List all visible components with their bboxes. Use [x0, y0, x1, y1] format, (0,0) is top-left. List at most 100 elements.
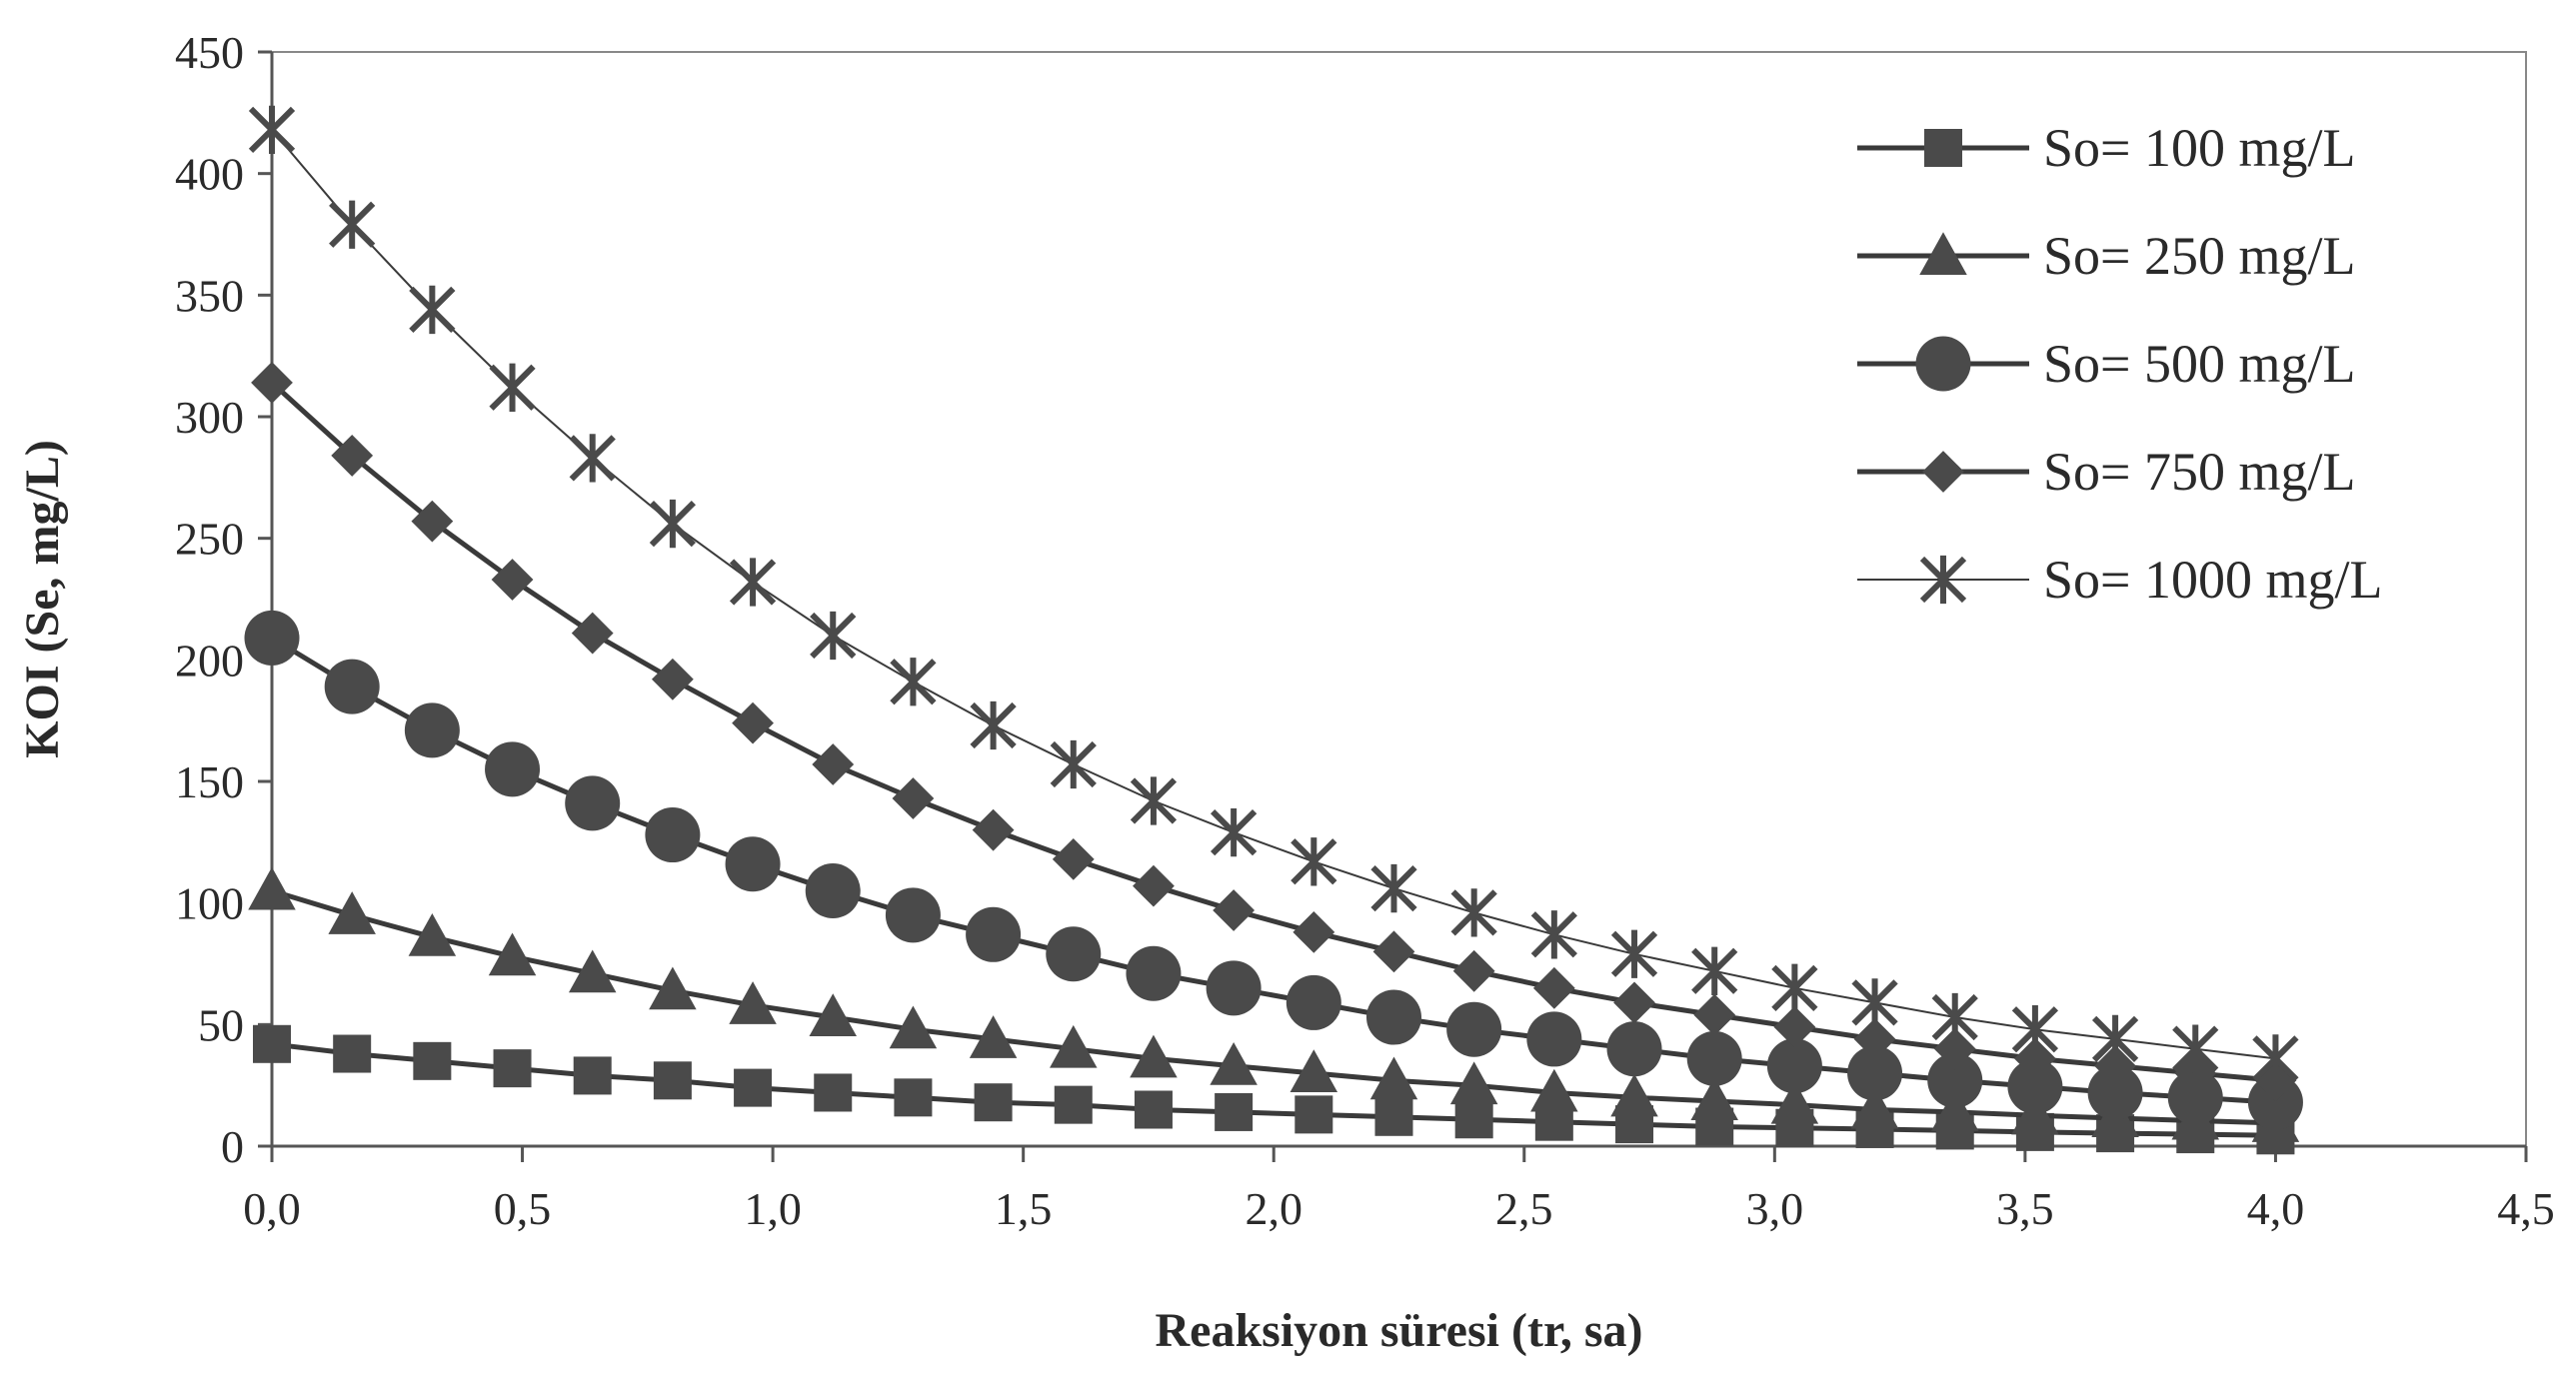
legend: So= 100 mg/L So= 250 mg/L So= 500 mg/L So= … — [1857, 118, 2382, 610]
data-point — [1606, 1021, 1662, 1077]
data-point — [1690, 1077, 1738, 1120]
data-point — [1289, 1049, 1338, 1092]
x-tick-label: 3,0 — [1746, 1183, 1804, 1234]
y-axis: 0 50 100 150 200 250 300 350 400 450 — [175, 27, 274, 1172]
data-point — [1374, 1097, 1413, 1136]
data-point — [1130, 776, 1178, 825]
data-point — [812, 743, 855, 785]
series-triangle — [248, 866, 2300, 1142]
data-point — [1449, 1061, 1498, 1105]
data-point — [1693, 993, 1736, 1036]
data-point — [491, 559, 534, 601]
data-point — [1290, 837, 1337, 886]
data-point — [1215, 1092, 1254, 1131]
x-tick-label: 0,5 — [494, 1183, 552, 1234]
data-point — [653, 1061, 692, 1100]
y-tick-label: 400 — [175, 149, 244, 200]
legend-item: So= 250 mg/L — [1857, 226, 2355, 286]
data-point — [890, 658, 937, 706]
data-point — [409, 285, 456, 335]
legend-marker — [1919, 555, 1967, 605]
data-point — [489, 363, 536, 412]
data-point — [573, 1056, 612, 1095]
legend-label: So= 500 mg/L — [2043, 334, 2355, 394]
data-point — [1126, 945, 1182, 1001]
data-point — [732, 701, 774, 744]
legend-item: So= 750 mg/L — [1857, 442, 2355, 502]
x-tick-label: 4,5 — [2497, 1183, 2555, 1234]
data-point — [1050, 1024, 1098, 1068]
data-point — [1927, 1052, 1983, 1108]
y-tick-label: 350 — [175, 270, 244, 321]
data-point — [892, 777, 935, 819]
x-tick-label: 4,0 — [2247, 1183, 2305, 1234]
x-tick-label: 1,0 — [744, 1183, 802, 1234]
legend-marker — [1922, 451, 1964, 493]
data-point — [1530, 1068, 1578, 1112]
data-point — [1454, 1100, 1493, 1139]
data-point — [1851, 978, 1898, 1027]
data-point — [1134, 1090, 1173, 1129]
data-point — [404, 702, 460, 758]
data-point — [328, 891, 376, 934]
data-point — [1052, 837, 1095, 880]
y-tick-label: 250 — [175, 514, 244, 565]
data-point — [1766, 1038, 1822, 1094]
data-point — [324, 659, 380, 714]
data-point — [329, 200, 376, 249]
data-point — [1046, 926, 1102, 982]
data-point — [568, 949, 617, 993]
x-tick-label: 3,5 — [1996, 1183, 2054, 1234]
legend-item: So= 1000 mg/L — [1857, 550, 2382, 610]
data-point — [2091, 1014, 2139, 1064]
data-point — [1686, 1030, 1742, 1086]
data-point — [805, 863, 861, 918]
data-point — [1613, 981, 1655, 1024]
data-point — [1847, 1045, 1903, 1101]
data-point — [969, 1015, 1018, 1058]
data-point — [651, 658, 694, 700]
y-tick-label: 50 — [198, 999, 244, 1050]
data-point — [2167, 1069, 2223, 1125]
data-point — [1294, 1095, 1333, 1134]
data-point — [411, 500, 454, 543]
data-point — [894, 1078, 933, 1117]
data-point — [1133, 864, 1175, 907]
data-point — [2011, 1005, 2059, 1054]
series-line — [270, 381, 2276, 1083]
data-point — [569, 434, 616, 483]
data-point — [1054, 1085, 1093, 1124]
data-point — [1850, 1085, 1899, 1129]
data-point — [408, 912, 457, 956]
legend-label: So= 100 mg/L — [2043, 118, 2355, 178]
data-point — [734, 1068, 773, 1107]
data-point — [809, 993, 857, 1037]
legend-marker — [1915, 336, 1971, 392]
data-point — [1370, 863, 1417, 913]
y-axis-title: KOI (Se, mg/L) — [16, 440, 69, 758]
data-point — [1771, 963, 1818, 1012]
data-point — [649, 966, 697, 1010]
series-line — [270, 636, 2276, 1105]
series-circle — [244, 610, 2303, 1130]
legend-label: So= 1000 mg/L — [2043, 550, 2382, 610]
data-point — [649, 499, 697, 549]
x-tick-label: 0,0 — [243, 1183, 301, 1234]
data-point — [1933, 1027, 1976, 1070]
legend-label: So= 750 mg/L — [2043, 442, 2355, 502]
data-point — [1446, 1001, 1502, 1057]
data-point — [565, 775, 621, 831]
x-tick-label: 2,5 — [1495, 1183, 1553, 1234]
data-point — [413, 1041, 452, 1080]
data-point — [889, 1005, 938, 1049]
data-point — [1532, 966, 1575, 1009]
data-point — [1770, 1080, 1819, 1124]
legend-marker — [1919, 232, 1967, 275]
legend-marker — [1924, 129, 1962, 167]
data-point — [1773, 1005, 1816, 1048]
data-point — [814, 1073, 853, 1112]
data-point — [1050, 739, 1097, 789]
data-point — [1691, 946, 1738, 995]
data-point — [970, 700, 1017, 750]
data-point — [493, 1049, 532, 1088]
